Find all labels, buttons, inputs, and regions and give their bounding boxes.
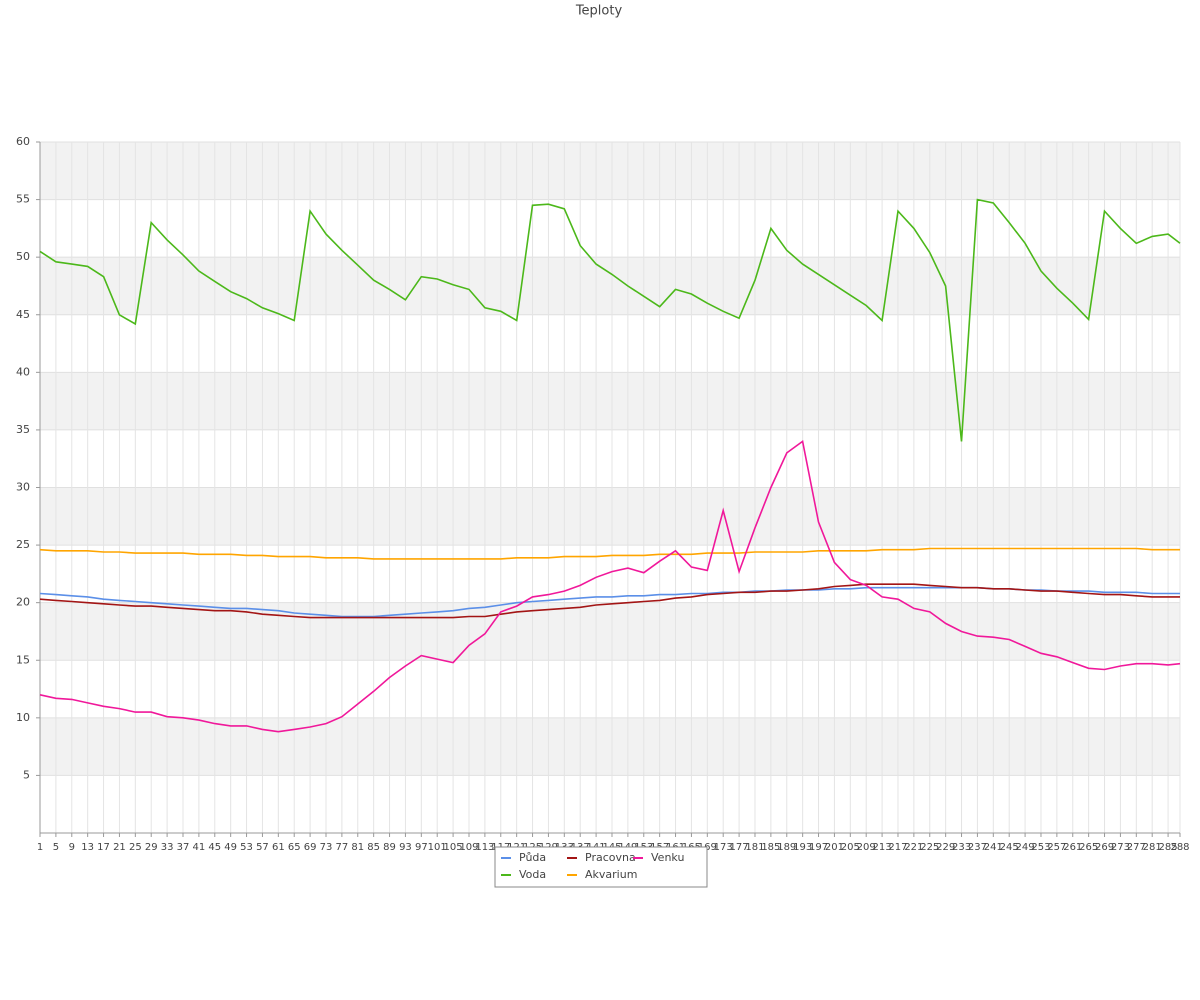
x-tick-label: 205 — [841, 842, 860, 853]
x-tick-label: 261 — [1063, 842, 1082, 853]
x-tick-label: 177 — [730, 842, 749, 853]
legend-label: Akvarium — [585, 868, 637, 881]
x-tick-label: 49 — [224, 842, 237, 853]
x-tick-label: 257 — [1047, 842, 1066, 853]
x-tick-label: 209 — [857, 842, 876, 853]
y-tick-label: 35 — [16, 423, 30, 436]
x-tick-label: 93 — [399, 842, 412, 853]
x-tick-label: 65 — [288, 842, 301, 853]
x-tick-label: 201 — [825, 842, 844, 853]
x-tick-label: 288 — [1170, 842, 1189, 853]
x-tick-label: 41 — [193, 842, 206, 853]
legend-label: Půda — [519, 851, 546, 864]
x-tick-label: 13 — [81, 842, 94, 853]
series-line — [39, 198, 1181, 442]
x-tick-label: 33 — [161, 842, 174, 853]
x-tick-label: 245 — [1000, 842, 1019, 853]
x-tick-label: 77 — [336, 842, 349, 853]
band — [40, 142, 1180, 200]
x-tick-label: 241 — [984, 842, 1003, 853]
legend-box — [494, 846, 708, 888]
series-line — [39, 440, 1181, 733]
x-tick-label: 273 — [1111, 842, 1130, 853]
x-tick-label: 81 — [351, 842, 364, 853]
x-tick-label: 61 — [272, 842, 285, 853]
x-tick-label: 229 — [936, 842, 955, 853]
x-tick-label: 89 — [383, 842, 396, 853]
band — [40, 602, 1180, 661]
x-tick-label: 29 — [145, 842, 158, 853]
x-tick-label: 37 — [177, 842, 190, 853]
x-tick-label: 109 — [459, 842, 478, 853]
x-tick-label: 5 — [53, 842, 59, 853]
y-tick-label: 50 — [16, 250, 30, 263]
x-tick-label: 73 — [320, 842, 333, 853]
x-tick-label: 21 — [113, 842, 126, 853]
series-line — [39, 547, 1180, 560]
x-tick-label: 17 — [97, 842, 110, 853]
legend-label: Venku — [651, 851, 684, 864]
series-line — [39, 583, 1180, 619]
x-tick-label: 45 — [208, 842, 221, 853]
x-tick-label: 285 — [1159, 842, 1178, 853]
x-tick-label: 101 — [428, 842, 447, 853]
x-tick-label: 213 — [873, 842, 892, 853]
x-tick-label: 221 — [904, 842, 923, 853]
legend-label: Pracovna — [585, 851, 636, 864]
x-tick-label: 265 — [1079, 842, 1098, 853]
x-tick-label: 57 — [256, 842, 269, 853]
band — [40, 257, 1180, 315]
x-tick-label: 25 — [129, 842, 142, 853]
x-tick-label: 113 — [475, 842, 494, 853]
band — [40, 717, 1180, 776]
x-tick-label: 269 — [1095, 842, 1114, 853]
y-tick-label: 10 — [16, 711, 30, 724]
x-tick-label: 105 — [444, 842, 463, 853]
x-tick-label: 85 — [367, 842, 380, 853]
y-tick-label: 20 — [16, 596, 30, 609]
x-tick-label: 1 — [37, 842, 43, 853]
x-tick-label: 253 — [1031, 842, 1050, 853]
y-tick-label: 30 — [16, 481, 30, 494]
x-tick-label: 173 — [714, 842, 733, 853]
x-tick-label: 53 — [240, 842, 253, 853]
x-tick-label: 185 — [761, 842, 780, 853]
x-tick-label: 97 — [415, 842, 428, 853]
x-tick-label: 189 — [777, 842, 796, 853]
band — [40, 487, 1180, 546]
x-tick-label: 249 — [1016, 842, 1035, 853]
chart-title: Teploty — [575, 4, 623, 19]
y-tick-label: 25 — [16, 538, 30, 551]
y-tick-label: 60 — [16, 135, 30, 148]
x-tick-label: 181 — [745, 842, 764, 853]
x-tick-label: 225 — [920, 842, 939, 853]
x-tick-label: 277 — [1127, 842, 1146, 853]
x-tick-label: 233 — [952, 842, 971, 853]
x-tick-label: 9 — [69, 842, 75, 853]
x-tick-label: 217 — [888, 842, 907, 853]
y-tick-label: 55 — [16, 193, 30, 206]
y-tick-label: 5 — [23, 768, 30, 781]
x-tick-label: 197 — [809, 842, 828, 853]
y-tick-label: 45 — [16, 308, 30, 321]
x-tick-label: 69 — [304, 842, 317, 853]
x-tick-label: 237 — [968, 842, 987, 853]
legend-label: Voda — [519, 868, 546, 881]
band — [40, 372, 1180, 430]
x-tick-label: 193 — [793, 842, 812, 853]
x-tick-label: 281 — [1143, 842, 1162, 853]
y-tick-label: 15 — [16, 653, 30, 666]
y-tick-label: 40 — [16, 365, 30, 378]
